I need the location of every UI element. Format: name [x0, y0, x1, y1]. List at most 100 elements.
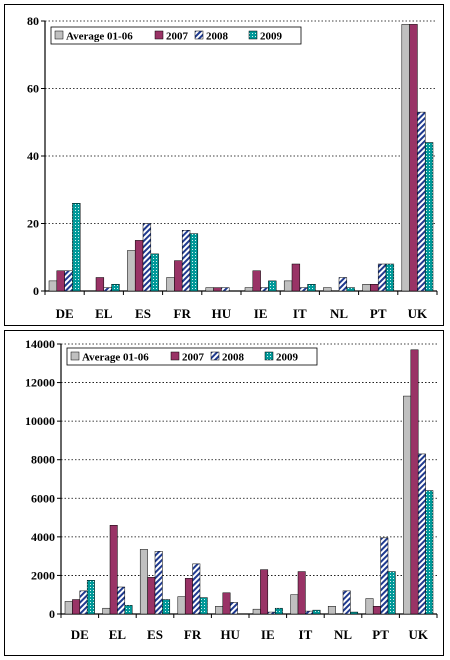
x-tick-label: PT: [370, 306, 387, 321]
bar-pt-series-2: [380, 537, 389, 615]
bar-ie-series-3: [268, 280, 277, 292]
x-tick-label: IE: [254, 306, 268, 321]
bar-el-series-2: [103, 287, 112, 292]
x-tick-label: IE: [261, 627, 275, 642]
bar-ie-series-0: [244, 287, 254, 292]
bar-nl-series-0: [323, 287, 332, 292]
bar-de-series-2: [79, 590, 88, 615]
bar-it-series-1: [297, 571, 306, 615]
bar-de-series-0: [64, 601, 73, 615]
x-tick-label: ES: [135, 306, 151, 321]
y-tick-label: 6000: [31, 491, 55, 505]
bar-de-series-0: [48, 280, 58, 292]
bar-nl-series-2: [342, 590, 351, 615]
legend-label: Average 01-06: [66, 31, 133, 43]
bar-nl-series-3: [350, 611, 359, 615]
bar-pt-series-1: [370, 284, 379, 292]
bar-it-series-3: [307, 284, 316, 292]
legend-box: [50, 26, 302, 45]
bar-hu-series-1: [213, 287, 222, 292]
legend-label: 2007: [166, 31, 189, 43]
bar-uk-series-0: [401, 24, 410, 292]
x-tick-label: IT: [293, 306, 307, 321]
legend-label: 2007: [182, 352, 205, 364]
bar-nl-series-2: [338, 277, 348, 292]
legend-swatch: [210, 351, 220, 361]
bar-ie-series-1: [260, 569, 269, 615]
bar-de-series-2: [64, 270, 73, 292]
legend: Average 01-06 2007 2008 2009: [50, 26, 302, 45]
y-tick-label: 12000: [25, 376, 55, 390]
x-tick-label: UK: [408, 627, 428, 642]
x-tick-label: IT: [299, 627, 313, 642]
bottom-chart-panel: 0 2000 4000 6000 8000 10000 12000 14000 DE EL ES FR…: [4, 330, 444, 656]
bar-el-series-3: [124, 605, 133, 615]
bar-it-series-0: [290, 594, 299, 615]
bar-el-series-1: [109, 525, 118, 615]
bar-fr-series-0: [166, 277, 175, 292]
legend-label: 2009: [260, 31, 283, 43]
bar-uk-series-1: [409, 24, 418, 292]
y-tick-label: 60: [27, 82, 39, 96]
bar-pt-series-0: [362, 284, 371, 292]
bar-de-series-1: [72, 599, 81, 615]
bar-it-series-0: [283, 280, 293, 292]
bottom-bar-chart: 0 2000 4000 6000 8000 10000 12000 14000 DE EL ES FR…: [25, 337, 438, 642]
bar-pt-series-3: [387, 571, 396, 615]
x-tick-label: PT: [372, 627, 389, 642]
bar-de-series-3: [86, 580, 95, 615]
bar-it-series-2: [305, 610, 314, 615]
y-tick-label: 40: [27, 149, 39, 163]
bar-hu-series-2: [229, 602, 238, 615]
bar-fr-series-1: [174, 260, 183, 292]
bar-fr-series-1: [184, 578, 193, 615]
bar-it-series-2: [299, 287, 308, 292]
legend-swatch: [248, 30, 258, 40]
bar-el-series-1: [95, 277, 105, 292]
y-tick-label: 20: [27, 217, 39, 231]
bar-es-series-0: [127, 250, 136, 292]
x-tick-label: NL: [334, 627, 352, 642]
bar-fr-series-3: [199, 597, 208, 615]
x-tick-label: FR: [184, 627, 202, 642]
legend-swatch: [170, 351, 180, 361]
legend-label: 2008: [222, 352, 245, 364]
bar-fr-series-3: [189, 233, 199, 292]
bar-el-series-2: [117, 586, 126, 615]
bar-nl-series-0: [327, 606, 336, 615]
y-tick-label: 2000: [31, 568, 55, 582]
legend-swatch: [194, 30, 204, 40]
legend-swatch: [70, 351, 80, 361]
y-tick-label: 0: [49, 607, 55, 621]
legend-label: 2008: [206, 31, 229, 43]
bar-hu-series-1: [222, 592, 231, 615]
y-tick-label: 0: [33, 284, 39, 298]
x-tick-label: EL: [95, 306, 113, 321]
bar-uk-series-2: [417, 111, 426, 292]
bar-it-series-1: [291, 263, 301, 292]
y-tick-label: 14000: [25, 337, 55, 351]
legend-label: Average 01-06: [82, 352, 149, 364]
y-tick-label: 4000: [31, 530, 55, 544]
bar-fr-series-2: [192, 563, 201, 615]
bar-es-series-2: [154, 551, 163, 615]
bar-es-series-0: [139, 549, 148, 615]
x-tick-label: EL: [109, 627, 127, 642]
bar-es-series-1: [147, 577, 156, 615]
legend: Average 01-06 2007 2008 2009: [66, 347, 318, 366]
bar-nl-series-3: [346, 287, 355, 292]
bar-fr-series-2: [181, 230, 191, 292]
bar-de-series-1: [56, 270, 65, 292]
x-tick-label: FR: [174, 306, 192, 321]
bar-es-series-3: [150, 253, 159, 292]
legend-box: [66, 347, 318, 366]
top-chart-panel: 0 20 40 60 80 DE EL ES FR HU IE IT NL PT UK Average 01-…: [4, 4, 444, 326]
x-tick-label: NL: [330, 306, 348, 321]
legend-swatch: [154, 30, 164, 40]
bar-it-series-3: [312, 609, 321, 615]
bar-pt-series-2: [377, 263, 387, 292]
x-tick-label: ES: [147, 627, 163, 642]
bar-uk-series-3: [425, 490, 434, 615]
bar-hu-series-0: [215, 606, 224, 615]
legend-label: 2009: [276, 352, 299, 364]
